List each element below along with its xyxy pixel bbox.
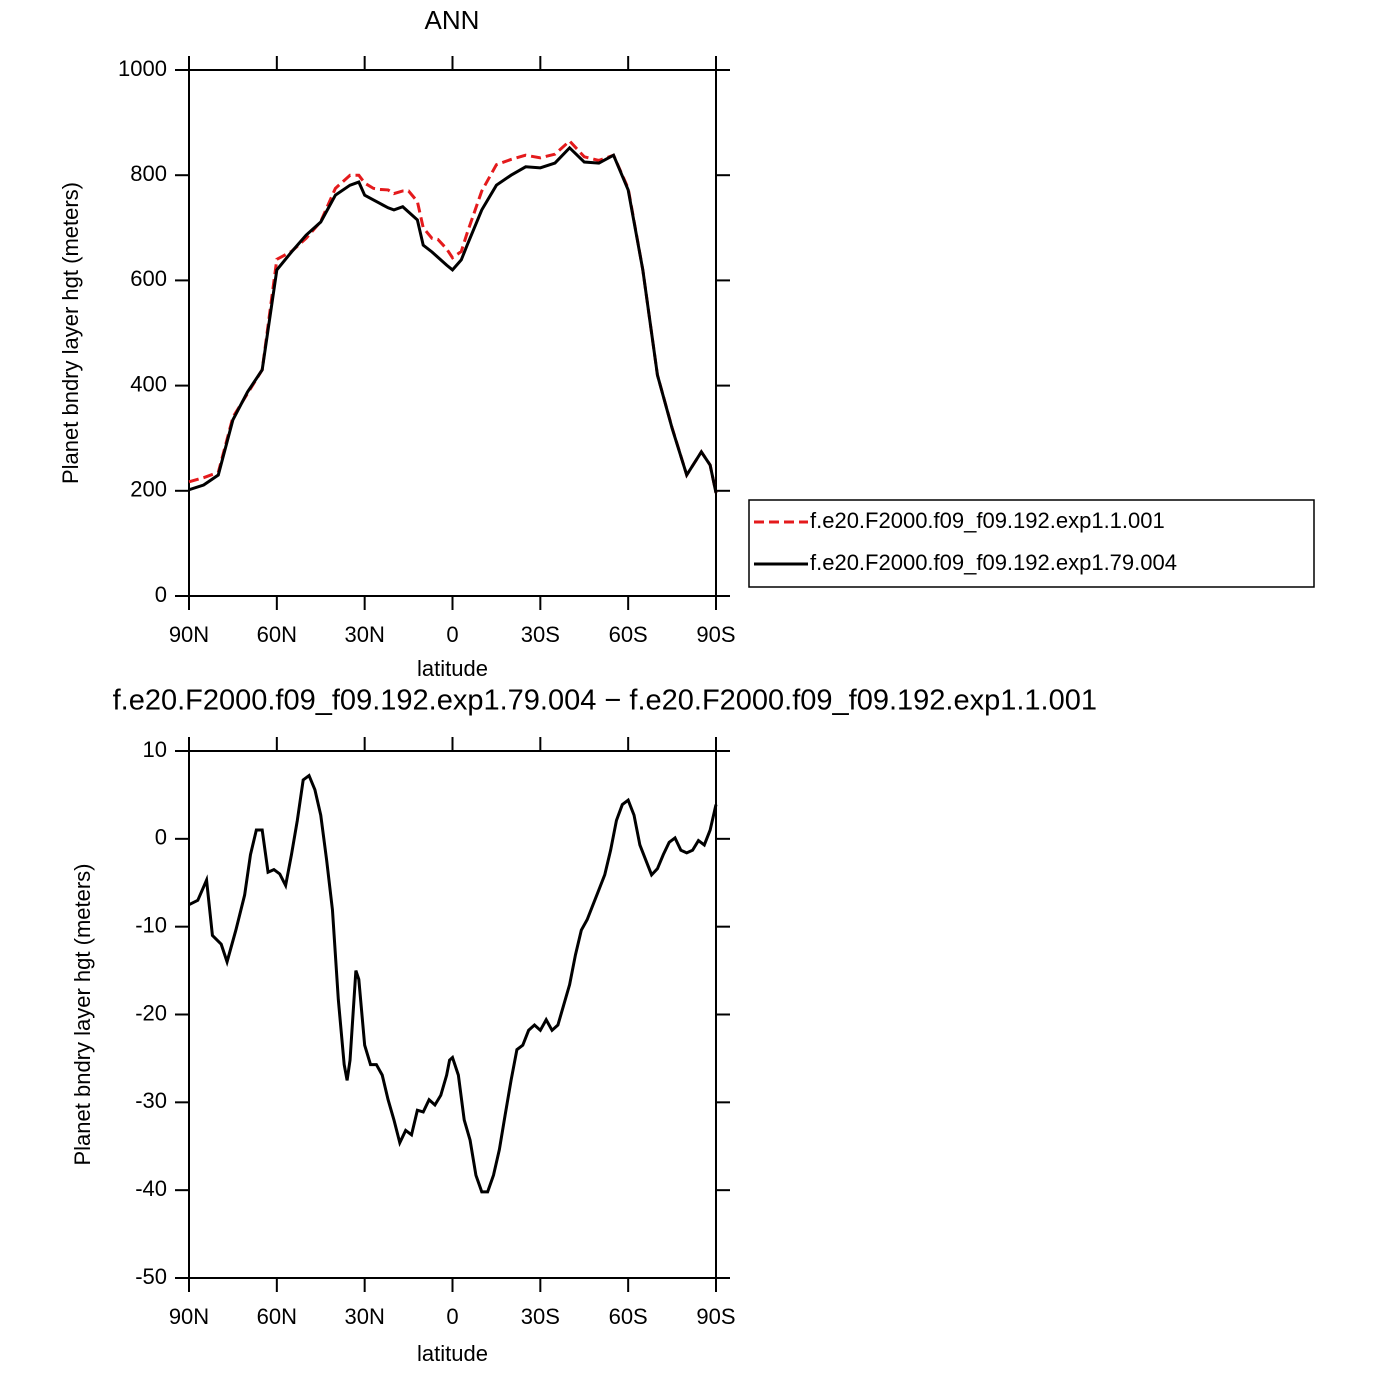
y-tick-label: 0 <box>155 582 167 607</box>
data-line <box>188 773 718 1194</box>
x-tick-label: 60N <box>257 1304 297 1329</box>
x-tick-label: 60S <box>609 1304 648 1329</box>
y-tick-label: 1000 <box>118 56 167 81</box>
x-tick-label: 30S <box>521 622 560 647</box>
y-tick-label: 400 <box>130 371 167 396</box>
x-tick-label: 90N <box>169 1304 209 1329</box>
y-tick-label: -30 <box>135 1088 167 1113</box>
y-axis-label: Planet bndry layer hgt (meters) <box>70 863 95 1165</box>
y-tick-label: 200 <box>130 477 167 502</box>
y-tick-label: -40 <box>135 1176 167 1201</box>
x-tick-label: 60S <box>609 622 648 647</box>
y-tick-label: -10 <box>135 912 167 937</box>
x-tick-label: 90S <box>696 622 735 647</box>
x-axis-label: latitude <box>417 1341 488 1366</box>
x-tick-label: 0 <box>446 622 458 647</box>
data-line <box>188 138 718 494</box>
y-tick-label: -50 <box>135 1264 167 1289</box>
y-tick-label: 10 <box>143 737 167 762</box>
plot-frame <box>188 750 717 1279</box>
x-axis-label: latitude <box>417 656 488 681</box>
x-tick-label: 0 <box>446 1304 458 1329</box>
legend-label: f.e20.F2000.f09_f09.192.exp1.1.001 <box>810 508 1165 533</box>
y-tick-label: 600 <box>130 266 167 291</box>
legend-label: f.e20.F2000.f09_f09.192.exp1.79.004 <box>810 550 1177 575</box>
data-line <box>188 145 718 494</box>
x-tick-label: 60N <box>257 622 297 647</box>
legend-box <box>748 499 1315 588</box>
y-tick-label: 0 <box>155 825 167 850</box>
y-tick-label: 800 <box>130 161 167 186</box>
chart-title: f.e20.F2000.f09_f09.192.exp1.79.004 − f.… <box>113 685 1097 717</box>
x-tick-label: 30S <box>521 1304 560 1329</box>
chart-title: ANN <box>425 5 480 35</box>
y-tick-label: -20 <box>135 1000 167 1025</box>
x-tick-label: 90S <box>696 1304 735 1329</box>
x-tick-label: 30N <box>344 622 384 647</box>
x-tick-label: 90N <box>169 622 209 647</box>
y-axis-label: Planet bndry layer hgt (meters) <box>58 182 83 484</box>
plot-frame <box>188 69 717 597</box>
x-tick-label: 30N <box>344 1304 384 1329</box>
